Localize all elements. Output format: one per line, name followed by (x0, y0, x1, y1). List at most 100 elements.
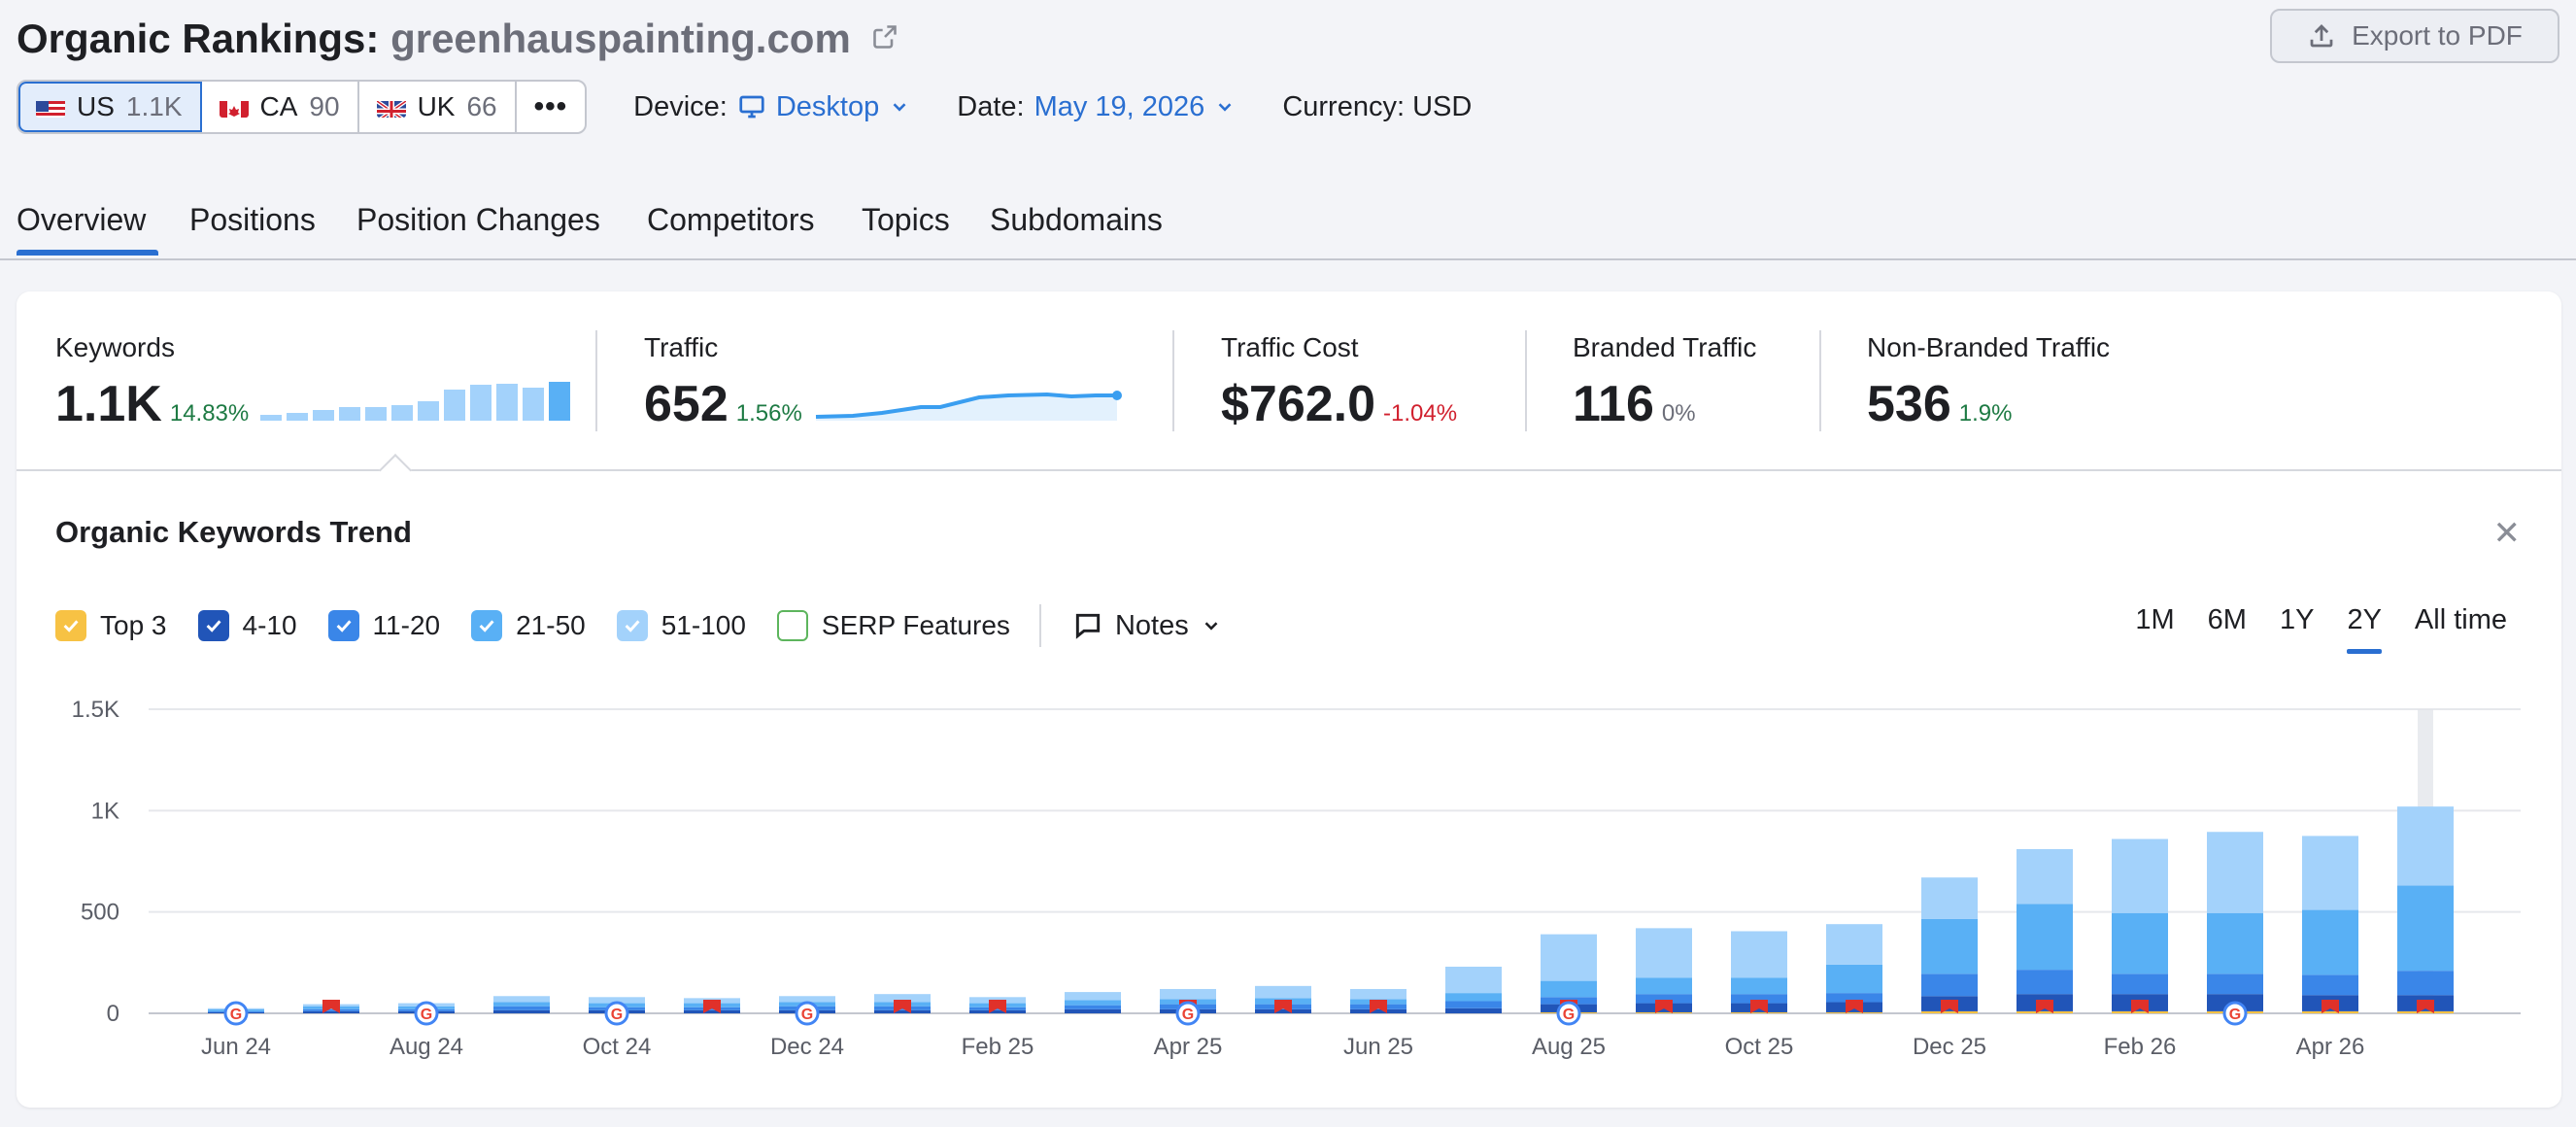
range-6m[interactable]: 6M (2207, 604, 2247, 635)
export-to-pdf-button[interactable]: Export to PDF (2270, 9, 2559, 63)
db-ca-button[interactable]: CA 90 (202, 82, 359, 132)
y-tick-label: 1.5K (72, 697, 119, 723)
legend-label: 4-10 (242, 610, 297, 640)
google-g-glyph: G (801, 1007, 813, 1023)
bar-segment (493, 1006, 550, 1010)
bar-segment (1065, 1008, 1121, 1013)
note-flag-icon (1370, 1000, 1387, 1013)
ca-flag-icon (219, 97, 249, 118)
currency-label: Currency: USD (1282, 91, 1472, 123)
note-flag-icon (1941, 1000, 1958, 1013)
x-tick-label: Aug 25 (1532, 1034, 1606, 1060)
close-icon[interactable]: ✕ (2492, 515, 2522, 552)
db-code: US (77, 91, 115, 121)
report-tabs: Overview Positions Position Changes Comp… (0, 190, 2576, 260)
branded-traffic-metric[interactable]: Branded Traffic 116 0% (1573, 332, 1756, 433)
branded-delta: 0% (1661, 400, 1696, 427)
range-1m[interactable]: 1M (2135, 604, 2175, 635)
x-tick-label: Dec 24 (770, 1034, 844, 1060)
traffic-cost-metric[interactable]: Traffic Cost $762.0 -1.04% (1221, 332, 1457, 433)
bar-segment (2017, 970, 2073, 995)
bar-segment (874, 1009, 931, 1013)
legend-4-10[interactable]: 4-10 (197, 610, 297, 641)
range-1y[interactable]: 1Y (2279, 604, 2315, 635)
tab-position-changes[interactable]: Position Changes (356, 202, 600, 237)
metrics-summary: Keywords 1.1K 14.83% (17, 291, 2561, 487)
bar-segment (1350, 988, 1407, 1000)
bar-segment (1636, 977, 1692, 995)
google-g-glyph: G (1563, 1007, 1575, 1023)
y-tick-label: 500 (81, 900, 119, 926)
note-flag-icon (1750, 1000, 1768, 1013)
traffic-value: 652 (644, 376, 729, 432)
x-tick-label: Jun 25 (1343, 1034, 1413, 1060)
x-tick-label: Feb 26 (2104, 1034, 2177, 1060)
external-link-icon[interactable] (871, 23, 898, 51)
note-flag-icon (1655, 1000, 1673, 1013)
bar-segment (493, 996, 550, 1003)
more-databases-button[interactable]: ••• (533, 90, 568, 122)
bar-segment (1731, 977, 1787, 995)
page-title-prefix: Organic Rankings: (17, 16, 380, 61)
range-2y[interactable]: 2Y (2347, 604, 2383, 654)
bar-segment (1636, 1011, 1692, 1013)
database-selector-row: US 1.1K CA 90 (17, 80, 1472, 134)
legend-label: Top 3 (100, 610, 167, 640)
bar-segment (1731, 1011, 1787, 1013)
x-tick-label: Oct 25 (1725, 1034, 1794, 1060)
db-us-button[interactable]: US 1.1K (18, 82, 202, 132)
checkbox-checked-icon (327, 610, 359, 641)
bar-segment (2302, 1010, 2358, 1013)
database-selector: US 1.1K CA 90 (17, 80, 588, 134)
checkbox-checked-icon (55, 610, 86, 641)
google-update-icon (795, 1001, 820, 1026)
tab-competitors[interactable]: Competitors (647, 202, 815, 237)
bar-segment (1921, 877, 1978, 919)
metric-divider (595, 330, 597, 431)
bar-segment (589, 997, 645, 1004)
bar-segment (2207, 832, 2263, 913)
bar-segment (1445, 1007, 1502, 1013)
db-count: 66 (466, 91, 497, 121)
chevron-down-icon (893, 103, 906, 112)
db-uk-button[interactable]: UK 66 (359, 82, 517, 132)
legend-top3[interactable]: Top 3 (55, 610, 167, 641)
traffic-delta: 1.56% (735, 400, 802, 427)
google-update-icon (604, 1001, 629, 1026)
keywords-metric[interactable]: Keywords 1.1K 14.83% (55, 332, 573, 433)
traffic-sparkline (815, 391, 1122, 421)
notes-dropdown[interactable]: Notes (1072, 610, 1222, 642)
traffic-metric[interactable]: Traffic 652 1.56% (644, 332, 1123, 433)
bar-segment (1921, 918, 1978, 974)
bar-segment (1350, 1008, 1407, 1013)
bar-segment (2112, 1010, 2168, 1013)
trend-title: Organic Keywords Trend (55, 515, 412, 549)
chevron-down-icon (1204, 622, 1218, 631)
legend-21-50[interactable]: 21-50 (471, 610, 586, 641)
google-g-glyph: G (2229, 1007, 2241, 1023)
us-flag-icon (36, 97, 65, 118)
tab-subdomains[interactable]: Subdomains (990, 202, 1163, 237)
x-tick-label: Apr 25 (1154, 1034, 1223, 1060)
tab-topics[interactable]: Topics (862, 202, 950, 237)
legend-label: SERP Features (821, 610, 1010, 640)
bar-segment (1445, 1001, 1502, 1008)
device-filter[interactable]: Device: Desktop (633, 91, 910, 123)
note-flag-icon (894, 1000, 911, 1013)
metric-divider (1525, 330, 1527, 431)
legend-serp-features[interactable]: SERP Features (776, 610, 1010, 641)
tab-overview[interactable]: Overview (17, 202, 147, 237)
google-update-icon (223, 1001, 249, 1026)
bar-segment (1826, 924, 1882, 965)
legend-51-100[interactable]: 51-100 (616, 610, 746, 641)
branded-value: 116 (1573, 376, 1654, 432)
bar-segment (1255, 1008, 1311, 1013)
bar-segment (2397, 971, 2454, 996)
legend-11-20[interactable]: 11-20 (327, 610, 440, 641)
range-all-time[interactable]: All time (2414, 604, 2507, 635)
bar-segment (2302, 909, 2358, 975)
tab-positions[interactable]: Positions (189, 202, 316, 237)
time-range-selector: 1M 6M 1Y 2Y All time (2135, 604, 2507, 654)
date-filter[interactable]: Date: May 19, 2026 (957, 91, 1236, 123)
non-branded-traffic-metric[interactable]: Non-Branded Traffic 536 1.9% (1867, 332, 2110, 433)
